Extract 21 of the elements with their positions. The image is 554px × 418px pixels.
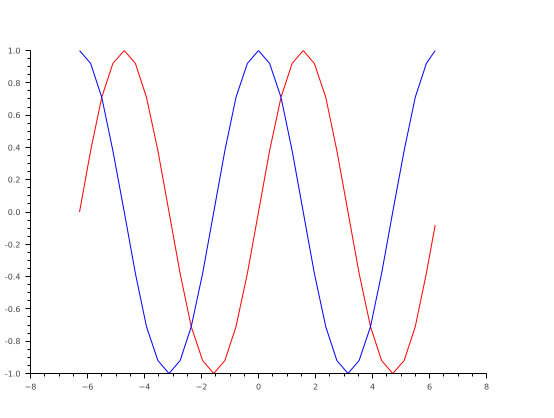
x-tick-label: 0 <box>256 382 262 392</box>
y-tick-label: 1.0 <box>8 46 21 56</box>
line-series <box>79 50 436 374</box>
y-tick-label: -0.4 <box>4 272 20 282</box>
x-tick-label: 8 <box>484 382 490 392</box>
y-tick-label: -1.0 <box>4 370 20 378</box>
y-tick-label: -0.6 <box>4 304 20 314</box>
y-tick-label: -0.8 <box>4 337 20 346</box>
x-tick-label: −8 <box>24 382 36 392</box>
x-tick-label: 2 <box>312 382 318 392</box>
y-tick-label: 0.6 <box>8 111 21 120</box>
y-tick-label: 0.4 <box>8 143 21 152</box>
y-tick-label: 0.0 <box>8 208 21 217</box>
x-tick-label: 4 <box>370 382 376 392</box>
y-tick-label: 0.8 <box>8 78 21 88</box>
x-tick-label: −4 <box>138 382 150 392</box>
x-tick-label: −2 <box>196 382 208 392</box>
x-tick-label: 6 <box>426 382 432 392</box>
x-tick-label: −6 <box>82 382 94 392</box>
y-tick-label: 0.2 <box>8 176 21 185</box>
y-tick-label: -0.2 <box>4 240 20 250</box>
